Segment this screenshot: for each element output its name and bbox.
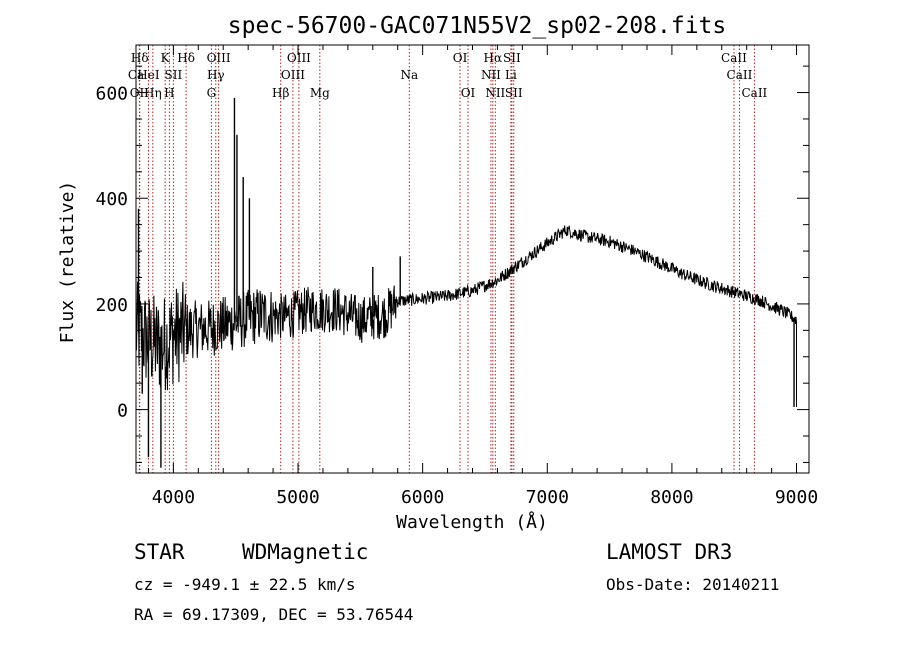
line-label: Hβ [272, 86, 289, 100]
survey-name: LAMOST DR3 [606, 540, 732, 564]
line-label: SII [505, 86, 523, 100]
line-label: Hη [144, 86, 162, 100]
line-label: OIII [287, 51, 311, 65]
coordinates: RA = 69.17309, DEC = 53.76544 [134, 605, 413, 624]
x-tick-label: 9000 [775, 487, 818, 508]
line-label: Na [400, 68, 418, 82]
line-label: Mg [310, 86, 330, 100]
y-tick-label: 600 [95, 84, 128, 105]
redshift-cz: cz = -949.1 ± 22.5 km/s [134, 575, 356, 594]
line-label: Li [505, 68, 517, 82]
line-label: OIII [207, 51, 231, 65]
line-label: Hγ [207, 68, 225, 82]
x-tick-label: 8000 [650, 487, 693, 508]
x-tick-label: 7000 [526, 487, 569, 508]
line-label: CaII [727, 68, 753, 82]
line-label: Hδ [131, 51, 149, 65]
spectrum-line [135, 225, 797, 407]
x-axis-label: Wavelength (Å) [396, 511, 548, 533]
observation-date: Obs-Date: 20140211 [606, 575, 779, 594]
line-label: G [207, 86, 217, 100]
x-tick-label: 6000 [401, 487, 444, 508]
x-axis: 4000 5000 6000 7000 8000 9000 [147, 45, 818, 508]
y-axis-label: Flux (relative) [57, 181, 78, 344]
y-tick-label: 200 [95, 295, 128, 316]
line-label: HeI [137, 68, 160, 82]
line-label: SII [165, 68, 183, 82]
line-label: OI [461, 86, 476, 100]
line-label: NII [485, 86, 505, 100]
line-label: CaII [721, 51, 747, 65]
y-axis: 0 200 400 600 [95, 65, 809, 463]
spectral-line-markers [135, 45, 755, 473]
line-label: Hα [484, 51, 503, 65]
object-subclass: WDMagnetic [242, 540, 368, 564]
line-label: Hδ [177, 51, 195, 65]
line-label: CaII [741, 86, 767, 100]
line-label: NII [481, 68, 501, 82]
x-tick-label: 5000 [276, 487, 319, 508]
line-label: OIII [281, 68, 305, 82]
y-tick-label: 400 [95, 189, 128, 210]
chart-title: spec-56700-GAC071N55V2_sp02-208.fits [228, 13, 727, 39]
line-label: SII [503, 51, 521, 65]
object-class: STAR [134, 540, 185, 564]
line-label: K [161, 51, 171, 65]
spectrum-spikes [137, 97, 795, 468]
y-tick-label: 0 [117, 401, 128, 422]
x-tick-label: 4000 [152, 487, 195, 508]
line-label: H [164, 86, 174, 100]
line-label: OI [453, 51, 468, 65]
